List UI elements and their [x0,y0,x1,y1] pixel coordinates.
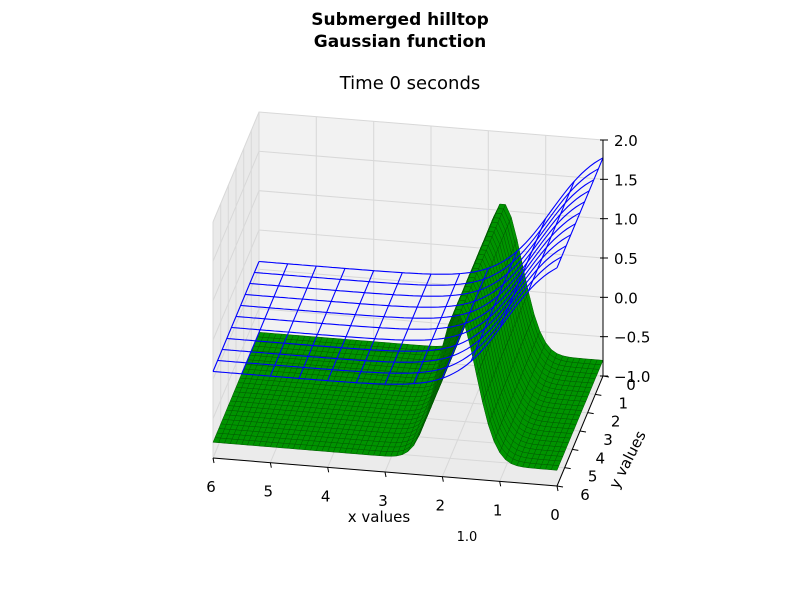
chart-subtitle: Time 0 seconds [339,73,481,94]
x-tick-mark [327,467,330,473]
z-tick-label: 1.0 [614,211,638,229]
wireframe-line-y [241,263,289,375]
wireframe-line-y [298,268,346,379]
wireframe-line-y [413,273,461,384]
y-tick-mark [556,485,564,488]
wireframe-line-y [355,272,403,383]
stray-tick-label: 1.0 [457,530,478,545]
y-tick-mark [595,393,602,396]
x-tick-label: 1 [493,501,503,519]
wireframe-line-y [470,251,518,362]
x-tick-mark [441,476,444,482]
y-tick-mark [587,412,594,415]
z-gridline [212,111,604,223]
y-tick-label: 0 [626,376,636,394]
x-tick-mark [212,457,215,464]
y-tick-label: 6 [580,486,590,504]
x-tick-label: 4 [321,487,331,505]
x-tick-label: 3 [378,492,388,510]
x-tick-label: 0 [550,506,560,524]
wireframe-line-y [212,261,260,372]
x-tick-mark [384,471,387,478]
x-tick-mark [556,485,559,492]
figure-title-line2: Gaussian function [313,32,487,52]
z-tick-label: 0.0 [614,289,638,307]
y-tick-label: 4 [596,449,606,467]
wireframe-line-y [527,180,575,292]
x-tick-label: 6 [206,478,216,496]
y-tick-mark [572,448,579,451]
z-tick-label: −0.5 [614,329,650,347]
x-tick-mark [499,481,502,487]
y-tick-mark [564,467,571,470]
z-tick-label: 2.0 [614,132,638,150]
wireframe-line-y [269,265,317,377]
y-tick-mark [579,430,587,433]
z-tick-label: 0.5 [614,250,638,268]
y-tick-label: 3 [603,431,613,449]
wireframe-line-y [327,270,375,381]
blue-wireframe-surface [212,157,604,385]
z-tick-label: 1.5 [614,171,638,189]
wireframe-line-y [499,218,547,329]
wireframe-line-y [384,273,432,385]
green-surface-cell [550,464,560,471]
x-axis-label: x values [348,508,411,526]
figure-title-line1: Submerged hilltop [311,10,489,30]
x-tick-label: 2 [436,497,446,515]
x-tick-label: 5 [264,483,274,501]
y-tick-label: 2 [611,413,621,431]
z-gridline [212,150,604,262]
green-filled-surface [212,203,604,471]
z-gridline [212,190,604,301]
x-tick-mark [269,462,272,468]
wireframe-line-y [441,267,489,379]
z-tick-label: −1.0 [614,368,650,386]
y-tick-label: 5 [588,468,598,486]
wireframe-line-y [556,157,604,269]
y-tick-label: 1 [619,394,629,412]
